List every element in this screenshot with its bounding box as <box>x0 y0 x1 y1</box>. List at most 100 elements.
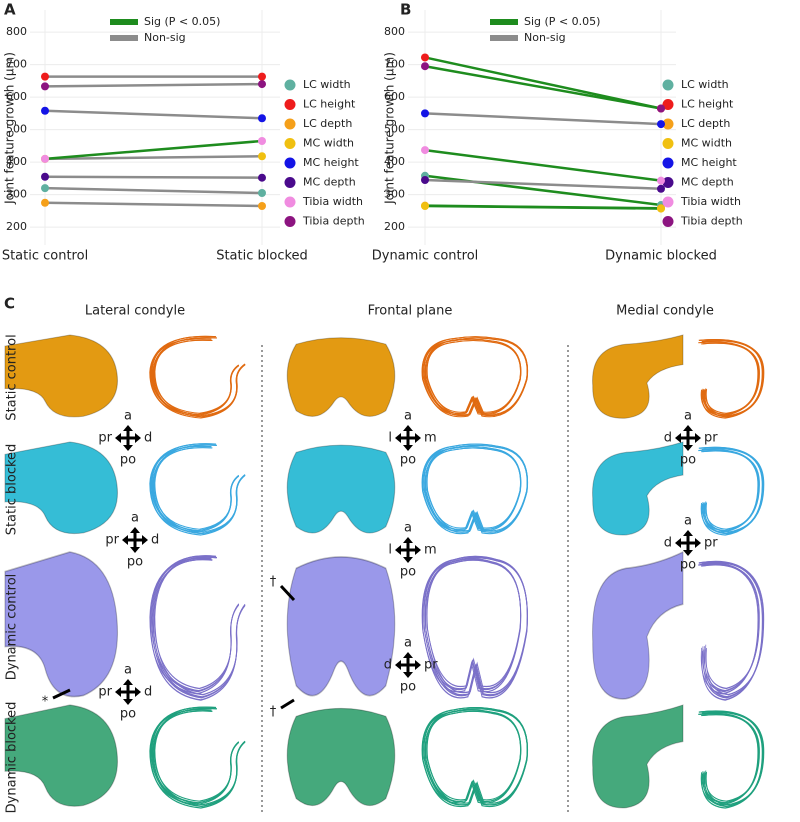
series-line <box>44 186 263 195</box>
series-line <box>44 109 263 120</box>
annotation-arrow <box>52 688 71 700</box>
data-point <box>258 201 266 210</box>
annotation-marker: * <box>42 695 49 710</box>
series-line <box>424 148 662 182</box>
legend-label: LC depth <box>303 117 352 130</box>
contour-line <box>699 712 759 804</box>
data-point <box>421 53 429 62</box>
orientation-label: m <box>424 543 437 558</box>
orientation-label: po <box>400 565 416 580</box>
orientation-arrows <box>118 682 138 702</box>
series-line <box>44 175 263 179</box>
arrow-head <box>123 425 133 431</box>
arrow-head <box>683 445 693 451</box>
arrow-head <box>123 699 133 705</box>
data-point <box>258 114 266 123</box>
legend-label: MC width <box>303 137 354 150</box>
arrow-head <box>122 535 128 545</box>
orientation-arrows <box>678 428 698 448</box>
legend-label: LC width <box>681 78 729 91</box>
series-line <box>44 139 263 161</box>
x-tick-label: Static blocked <box>216 249 308 264</box>
orientation-label: pr <box>424 658 438 673</box>
panel-label: A <box>4 1 16 19</box>
orientation-label: d <box>144 431 152 446</box>
data-point <box>421 175 429 184</box>
bone-surface <box>592 441 684 536</box>
data-point <box>41 72 49 81</box>
bone-surface <box>286 444 396 534</box>
data-point <box>421 109 429 118</box>
legend-swatch <box>284 138 296 149</box>
orientation-label: d <box>664 431 672 446</box>
bone-surface <box>4 334 119 418</box>
arrow-head <box>415 433 421 443</box>
contour-line <box>702 342 760 414</box>
orientation-label: po <box>400 680 416 695</box>
legend-label: LC height <box>681 98 734 111</box>
data-point <box>41 172 49 181</box>
orientation-label: po <box>127 555 143 570</box>
bone-surface <box>286 337 396 417</box>
legend-swatch <box>284 196 296 208</box>
orientation-label: d <box>664 536 672 551</box>
bone-surface <box>4 704 119 807</box>
contour-line <box>701 564 760 692</box>
row-label: Dynamic blocked <box>5 702 20 814</box>
arrow-head <box>403 672 413 678</box>
column-title: Medial condyle <box>616 304 714 319</box>
contour-line <box>426 447 522 529</box>
contour-line <box>426 710 522 801</box>
contour-line <box>153 339 240 414</box>
annotation-arrow <box>279 584 296 602</box>
annotation-arrow <box>280 698 295 710</box>
x-tick-label: Dynamic blocked <box>605 249 717 264</box>
legend-swatch <box>284 157 296 169</box>
contour-line <box>701 450 760 532</box>
contour-line <box>698 449 759 533</box>
orientation-label: po <box>120 707 136 722</box>
y-tick-label: 400 <box>6 155 27 168</box>
orientation-label: pr <box>98 685 112 700</box>
series-line <box>424 56 662 110</box>
contour-line <box>703 711 765 806</box>
data-point <box>41 82 49 91</box>
legend-label: Tibia width <box>302 195 363 208</box>
shapes <box>4 334 765 809</box>
y-tick-label: 500 <box>384 123 405 136</box>
orientation-arrows <box>398 428 418 448</box>
legend-swatch <box>284 177 296 188</box>
column-title: Frontal plane <box>368 304 453 319</box>
orientation-label: d <box>384 658 392 673</box>
legend-swatch <box>284 118 296 130</box>
annotation-marker: † <box>270 575 277 590</box>
orientation-arrows <box>125 530 145 550</box>
arrow-head <box>403 557 413 563</box>
data-point <box>657 104 665 113</box>
orientation-arrows <box>398 540 418 560</box>
series-line <box>424 65 662 110</box>
y-tick-label: 200 <box>384 220 405 233</box>
orientation-label: a <box>684 514 692 529</box>
arrow-head <box>115 687 121 697</box>
series-line <box>44 201 263 208</box>
contour-line <box>698 712 759 806</box>
y-axis-label: Joint feature growth (μm) <box>3 52 17 205</box>
column-title: Lateral condyle <box>85 304 185 319</box>
orientation-label: l <box>388 431 392 446</box>
arrow-head <box>675 538 681 548</box>
series-line <box>424 178 662 191</box>
orientation-label: a <box>124 409 132 424</box>
y-tick-label: 300 <box>6 188 27 201</box>
y-tick-label: 500 <box>6 123 27 136</box>
orientation-label: po <box>400 453 416 468</box>
legend-label: Tibia depth <box>302 215 365 228</box>
legend-swatch <box>284 99 296 110</box>
contour-line <box>698 341 759 417</box>
contour-line <box>701 711 764 807</box>
arrow-head <box>403 652 413 658</box>
legend-swatch <box>662 157 674 169</box>
contour-line <box>699 563 759 693</box>
legend-swatch <box>662 99 674 110</box>
